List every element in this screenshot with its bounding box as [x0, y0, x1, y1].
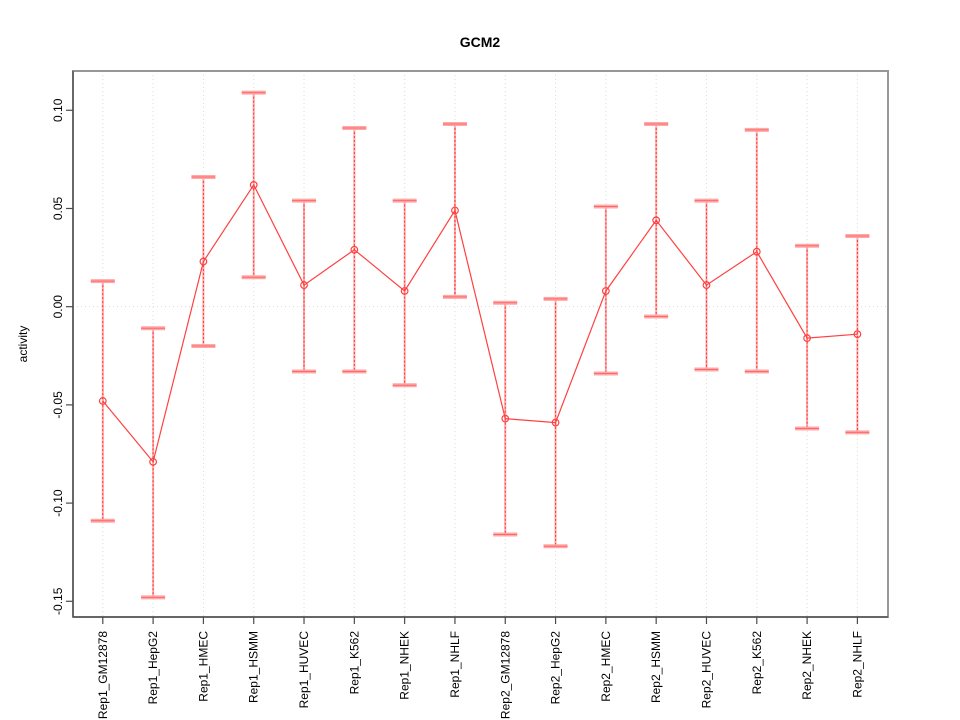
- data-point-marker: [199, 257, 208, 266]
- data-point-marker: [853, 330, 862, 339]
- x-tick-label: Rep2_NHEK: [800, 631, 814, 700]
- data-point-marker: [350, 245, 359, 254]
- data-point-marker: [601, 287, 610, 295]
- data-point-marker: [752, 247, 761, 256]
- x-tick-label: Rep1_GM12878: [96, 631, 110, 719]
- y-tick-label: 0.10: [51, 98, 65, 122]
- chart-title: GCM2: [460, 34, 501, 50]
- y-tick-label: 0.00: [51, 295, 65, 319]
- data-point-marker: [451, 206, 459, 215]
- x-tick-label: Rep1_HUVEC: [297, 631, 311, 709]
- x-tick-label: Rep1_HepG2: [146, 631, 160, 705]
- series-line: [102, 183, 858, 464]
- data-point-marker: [400, 287, 409, 295]
- x-tick-label: Rep1_HMEC: [196, 631, 210, 702]
- x-tick-label: Rep2_HSMM: [649, 631, 663, 703]
- x-tick-label: Rep1_HSMM: [247, 631, 261, 703]
- y-tick-label: 0.05: [51, 196, 65, 220]
- x-tick-label: Rep2_K562: [750, 631, 764, 695]
- x-tick-label: Rep1_NHLF: [448, 631, 462, 698]
- data-point-marker: [98, 397, 107, 405]
- data-point-marker: [300, 281, 308, 289]
- data-point-marker: [149, 457, 158, 466]
- data-point-marker: [249, 181, 258, 189]
- x-tick-label: Rep2_HUVEC: [699, 631, 713, 709]
- data-point-marker: [652, 216, 661, 225]
- data-point-marker: [803, 334, 811, 343]
- y-tick-label: -0.15: [51, 587, 65, 615]
- x-tick-label: Rep1_NHEK: [398, 631, 412, 700]
- data-point-marker: [551, 418, 560, 427]
- x-tick-label: Rep2_HepG2: [549, 631, 563, 705]
- y-axis-label: activity: [16, 326, 30, 363]
- x-tick-label: Rep1_K562: [347, 631, 361, 695]
- x-tick-label: Rep2_GM12878: [498, 631, 512, 719]
- y-tick-label: -0.05: [51, 391, 65, 419]
- data-point-marker: [501, 414, 510, 423]
- x-tick-label: Rep2_HMEC: [599, 631, 613, 702]
- y-tick-label: -0.10: [51, 489, 65, 517]
- data-point-marker: [702, 281, 711, 289]
- plot-area: 0.10 0.05 0.00 -0.05 -0.10 -0.15 Rep1_GM12878 R…: [51, 70, 889, 719]
- x-tick-label: Rep2_NHLF: [850, 631, 864, 698]
